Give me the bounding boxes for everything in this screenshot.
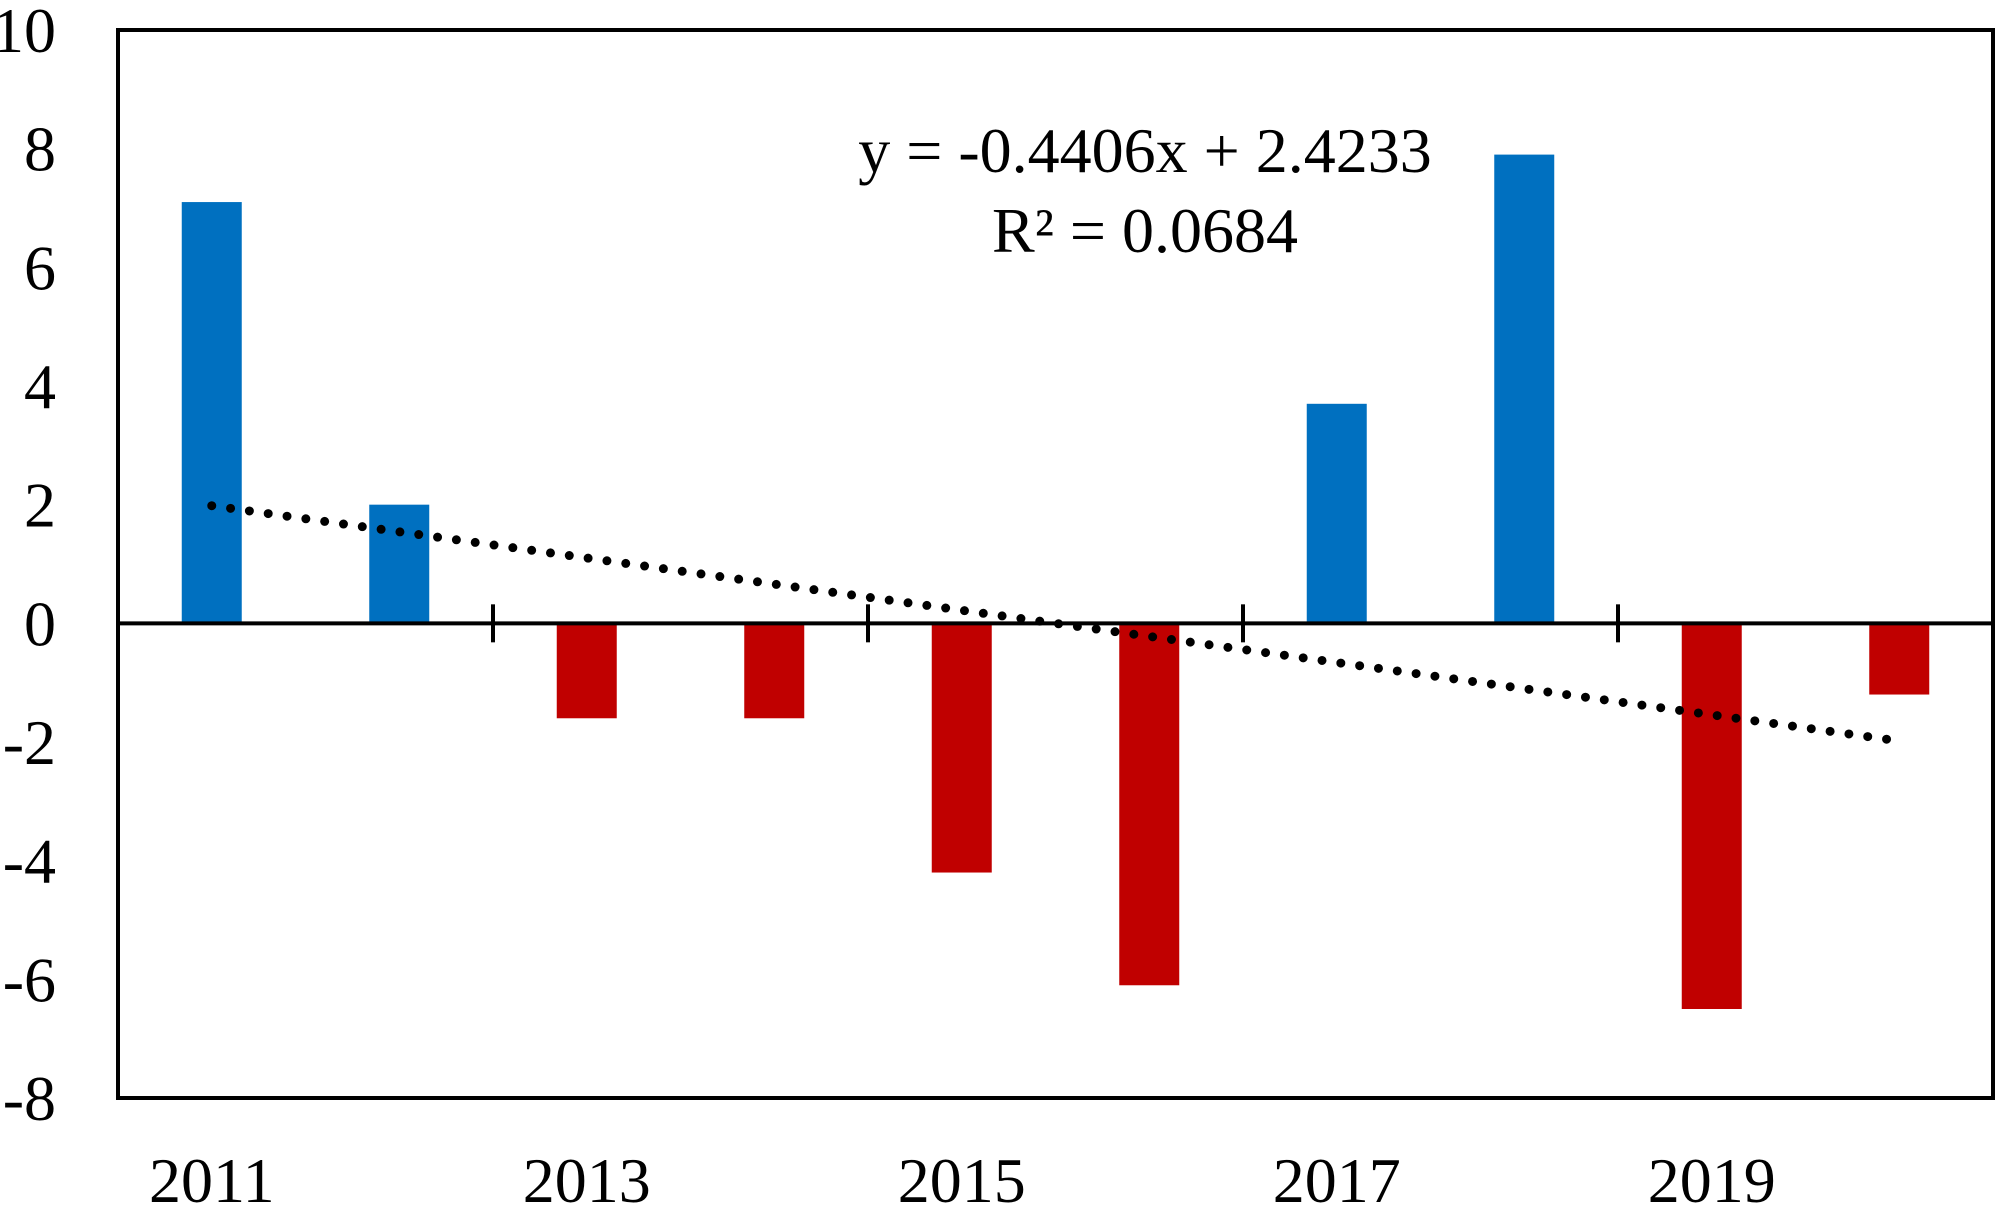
trendline-equation: y = -0.4406x + 2.4233 xyxy=(858,115,1432,186)
y-tick-label: 6 xyxy=(24,232,56,303)
axis-layer xyxy=(116,28,1995,1100)
bar-2019 xyxy=(1681,623,1742,1009)
x-tick-label: 2015 xyxy=(898,1145,1026,1207)
x-tick-label: 2013 xyxy=(523,1145,651,1207)
y-tick-label: -2 xyxy=(3,707,56,778)
y-tick-label: 0 xyxy=(24,588,56,659)
bar-2014 xyxy=(744,623,805,719)
trendline-r-squared: R² = 0.0684 xyxy=(992,195,1298,266)
y-tick-label: -4 xyxy=(3,826,56,897)
bars-layer xyxy=(181,154,1930,1009)
label-layer: y = -0.4406x + 2.4233 R² = 0.0684 10 8 6 4 2… xyxy=(0,0,1776,1212)
bar-2013 xyxy=(556,623,617,719)
y-tick-label: 2 xyxy=(24,470,56,541)
bar-2015 xyxy=(931,623,992,873)
y-tick-label: -8 xyxy=(3,1063,56,1134)
bar-2018 xyxy=(1494,154,1555,624)
bar-2017 xyxy=(1306,403,1367,624)
x-tick-label: 2017 xyxy=(1273,1145,1401,1207)
y-tick-label: 8 xyxy=(24,114,56,185)
bar-2012 xyxy=(369,504,430,624)
bar-2020 xyxy=(1869,623,1930,695)
bar-2016 xyxy=(1119,623,1180,986)
x-tick-label: 2019 xyxy=(1648,1145,1776,1207)
x-tick-label: 2011 xyxy=(149,1145,275,1207)
y-tick-label: 10 xyxy=(0,0,56,66)
y-tick-label: -6 xyxy=(3,944,56,1015)
y-tick-label: 4 xyxy=(24,351,56,422)
plot-frame xyxy=(116,28,1995,1100)
bar-2011 xyxy=(181,202,242,624)
